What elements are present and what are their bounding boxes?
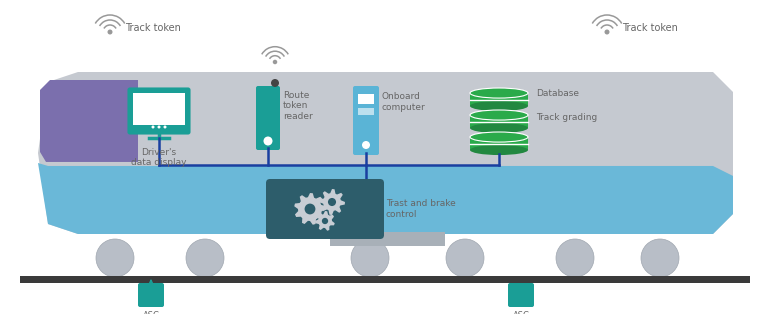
FancyBboxPatch shape [138,283,164,307]
Polygon shape [315,211,335,231]
Text: ASC: ASC [143,311,160,314]
Polygon shape [40,80,138,162]
Ellipse shape [470,132,528,142]
Bar [358,108,374,115]
Text: Track token: Track token [125,23,181,33]
FancyBboxPatch shape [128,89,190,133]
Circle shape [322,218,328,224]
Text: Trast and brake
control: Trast and brake control [386,199,455,219]
Ellipse shape [470,123,528,133]
Bar [470,137,528,150]
Circle shape [641,239,679,277]
Bar [358,94,374,104]
Circle shape [186,239,224,277]
Text: Track grading: Track grading [536,113,598,122]
FancyBboxPatch shape [508,283,534,307]
Circle shape [271,79,279,87]
Circle shape [157,126,161,128]
Ellipse shape [470,110,528,120]
Ellipse shape [470,101,528,111]
Bar [470,93,528,106]
Bar [470,115,528,128]
FancyBboxPatch shape [353,86,379,155]
Polygon shape [319,189,345,215]
Circle shape [328,198,336,206]
Circle shape [164,126,167,128]
Text: Driver's
data display: Driver's data display [131,148,187,167]
Polygon shape [38,72,733,234]
Text: Route
token
reader: Route token reader [283,91,313,121]
FancyBboxPatch shape [266,179,384,239]
Ellipse shape [470,88,528,98]
FancyBboxPatch shape [256,86,280,150]
Ellipse shape [470,145,528,155]
Text: Database: Database [536,89,579,99]
Circle shape [108,30,112,35]
Circle shape [604,30,610,35]
Bar [20,276,750,283]
Text: ASC: ASC [512,311,529,314]
Circle shape [305,203,316,214]
Circle shape [263,137,273,145]
Polygon shape [38,163,733,234]
Circle shape [151,126,154,128]
Circle shape [273,60,277,64]
Polygon shape [294,193,326,225]
Circle shape [96,239,134,277]
Bar [330,232,445,246]
Circle shape [556,239,594,277]
Circle shape [351,239,389,277]
Text: Onboard
computer: Onboard computer [382,92,425,112]
Bar [133,93,185,125]
Text: Track token: Track token [622,23,678,33]
Circle shape [446,239,484,277]
Circle shape [362,141,370,149]
